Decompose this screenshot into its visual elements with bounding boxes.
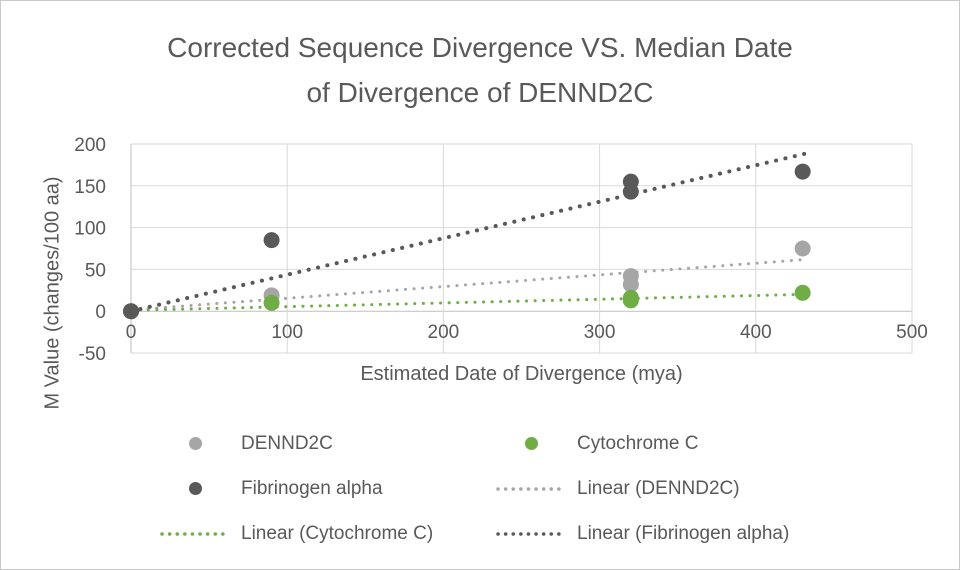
x-tick-label: 400 <box>740 322 772 343</box>
y-tick-label: -50 <box>79 344 106 365</box>
legend-label: Cytochrome C <box>577 432 699 454</box>
y-tick-label: 100 <box>74 219 106 240</box>
x-axis-title: Estimated Date of Divergence (mya) <box>360 363 683 385</box>
legend-dot-marker <box>495 437 567 450</box>
x-tick-label: 100 <box>271 322 303 343</box>
x-tick-label: 500 <box>896 322 928 343</box>
data-point <box>622 268 639 285</box>
legend-label: DENND2C <box>241 432 333 454</box>
legend-dotted-line-marker <box>495 483 567 495</box>
data-point <box>794 284 811 301</box>
legend-label: Linear (Cytochrome C) <box>241 522 434 544</box>
trendline <box>129 257 809 312</box>
legend-item: Linear (DENND2C) <box>495 466 855 511</box>
legend-label: Fibrinogen alpha <box>241 477 383 499</box>
trendline <box>129 151 810 314</box>
data-point <box>794 240 811 257</box>
legend-dotted-line-marker <box>495 528 567 540</box>
series-dot-icon <box>188 482 202 495</box>
data-point <box>794 163 811 180</box>
chart-title-line2: of Divergence of DENND2C <box>306 77 654 108</box>
legend-label: Linear (DENND2C) <box>577 477 740 499</box>
legend-item: Linear (Fibrinogen alpha) <box>495 511 855 556</box>
y-tick-label: 50 <box>85 260 106 281</box>
legend-item: Linear (Cytochrome C) <box>159 511 495 556</box>
legend-item: DENND2C <box>159 421 495 466</box>
legend-item: Cytochrome C <box>495 421 855 466</box>
series-dot-icon <box>524 437 538 450</box>
y-tick-label: 200 <box>74 135 106 156</box>
data-point <box>622 173 639 190</box>
chart-legend: DENND2C Cytochrome C Fibrinogen alpha Linea… <box>159 421 855 556</box>
x-tick-label: 0 <box>126 322 137 343</box>
series-dot-icon <box>188 437 202 450</box>
x-tick-label: 200 <box>428 322 460 343</box>
legend-label: Linear (Fibrinogen alpha) <box>577 522 790 544</box>
y-tick-label: 150 <box>74 177 106 198</box>
y-tick-label: 0 <box>95 302 106 323</box>
legend-dotted-line-marker <box>159 528 231 540</box>
chart-title: Corrected Sequence Divergence VS. Median… <box>1 25 959 115</box>
x-tick-label: 300 <box>584 322 616 343</box>
trendline <box>129 292 802 312</box>
legend-dot-marker <box>159 437 231 450</box>
dotted-line-icon <box>496 531 566 536</box>
data-point <box>263 232 280 249</box>
legend-dot-marker <box>159 482 231 495</box>
chart-title-line1: Corrected Sequence Divergence VS. Median… <box>167 32 793 63</box>
dotted-line-icon <box>496 486 566 491</box>
data-point <box>123 303 139 320</box>
data-point <box>263 294 280 311</box>
dotted-line-icon <box>160 531 230 536</box>
legend-item: Fibrinogen alpha <box>159 466 495 511</box>
data-point <box>622 289 639 306</box>
